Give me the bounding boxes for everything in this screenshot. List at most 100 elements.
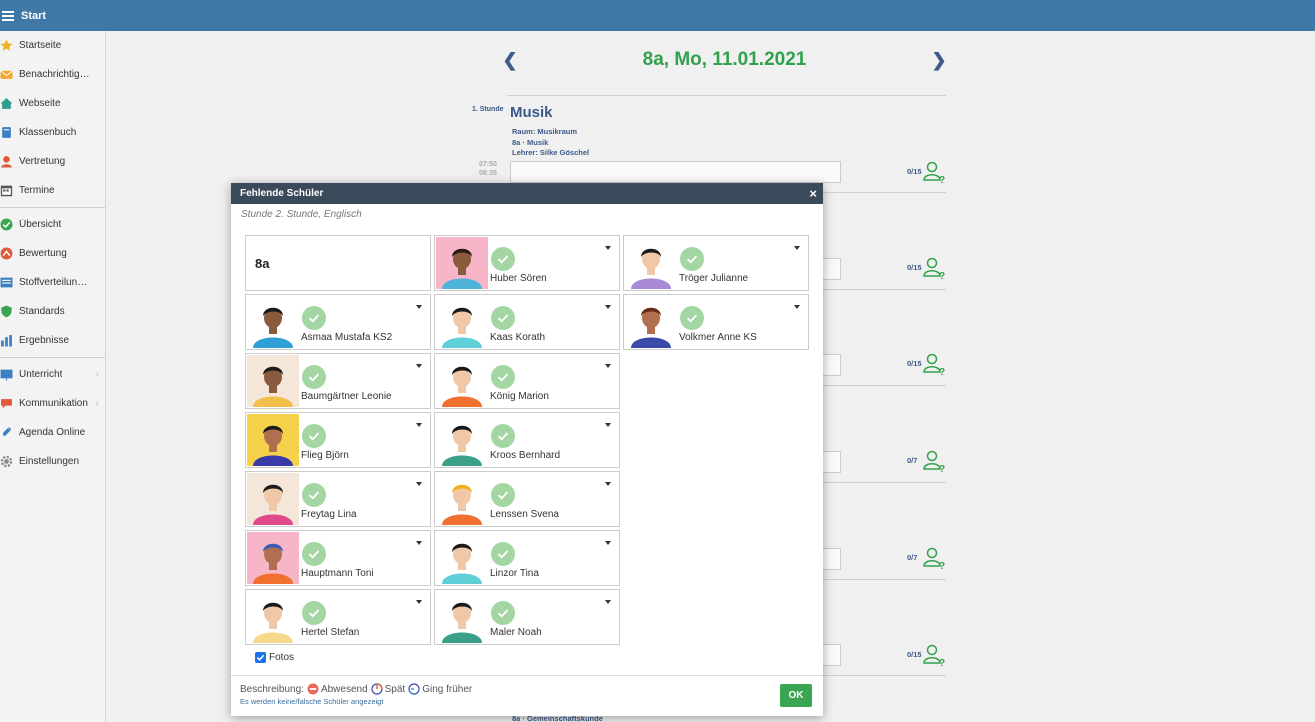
sidebar-item-termine[interactable]: Termine (0, 176, 105, 205)
lesson-title[interactable]: Musik (510, 104, 553, 121)
caret-down-icon[interactable] (416, 600, 422, 604)
caret-down-icon[interactable] (416, 364, 422, 368)
present-check-icon[interactable] (302, 306, 326, 330)
student-avatar (247, 355, 299, 407)
sidebar: Startseite Benachrichtigu... Webseite Klass… (0, 31, 106, 722)
fotos-toggle[interactable]: Fotos (255, 652, 294, 663)
attendance-count: 0/15 (907, 359, 922, 368)
sidebar-item-übersicht[interactable]: Übersicht (0, 210, 105, 239)
present-check-icon[interactable] (680, 247, 704, 271)
close-icon[interactable]: × (809, 186, 817, 201)
present-check-icon[interactable] (491, 542, 515, 566)
student-card[interactable]: Linzor Tina (434, 530, 620, 586)
student-card[interactable]: Volkmer Anne KS (623, 294, 809, 350)
legend-prefix: Beschreibung: (240, 683, 304, 695)
present-check-icon[interactable] (302, 601, 326, 625)
attendance-person-icon[interactable]: ? (922, 643, 945, 669)
caret-down-icon[interactable] (416, 305, 422, 309)
student-card[interactable]: Baumgärtner Leonie (245, 353, 431, 409)
divider (231, 675, 823, 676)
student-avatar (247, 414, 299, 466)
sidebar-item-bewertung[interactable]: Bewertung (0, 239, 105, 268)
attendance-count: 0/7 (907, 456, 918, 465)
sidebar-item-standards[interactable]: Standards (0, 297, 105, 326)
caret-down-icon[interactable] (605, 364, 611, 368)
caret-down-icon[interactable] (605, 600, 611, 604)
caret-down-icon[interactable] (605, 305, 611, 309)
star-icon (0, 39, 13, 52)
student-card[interactable]: Flieg Björn (245, 412, 431, 468)
sidebar-item-label: Übersicht (19, 219, 62, 230)
attendance-person-icon[interactable]: ? (922, 546, 945, 572)
student-card[interactable]: Maler Noah (434, 589, 620, 645)
caret-down-icon[interactable] (416, 482, 422, 486)
attendance-person-icon[interactable]: ? (922, 449, 945, 475)
student-card[interactable]: Hertel Stefan (245, 589, 431, 645)
present-check-icon[interactable] (302, 483, 326, 507)
sidebar-item-einstellungen[interactable]: Einstellungen (0, 447, 105, 476)
caret-down-icon[interactable] (605, 423, 611, 427)
student-card[interactable]: Hauptmann Toni (245, 530, 431, 586)
caret-down-icon[interactable] (416, 541, 422, 545)
student-avatar (247, 473, 299, 525)
present-check-icon[interactable] (302, 542, 326, 566)
caret-down-icon[interactable] (605, 541, 611, 545)
present-check-icon[interactable] (491, 365, 515, 389)
present-check-icon[interactable] (302, 365, 326, 389)
student-name: Kroos Bernhard (490, 450, 561, 461)
student-card[interactable]: Asmaa Mustafa KS2 (245, 294, 431, 350)
envelope-icon (0, 68, 13, 81)
sidebar-item-vertretung[interactable]: Vertretung (0, 147, 105, 176)
present-check-icon[interactable] (680, 306, 704, 330)
sidebar-item-label: Webseite (19, 98, 61, 109)
class-card: 8a (245, 235, 431, 291)
class-name: 8a (255, 256, 270, 271)
present-check-icon[interactable] (302, 424, 326, 448)
student-avatar (247, 591, 299, 643)
student-avatar (625, 296, 677, 348)
sidebar-item-agenda-online[interactable]: Agenda Online (0, 418, 105, 447)
student-card[interactable]: Tröger Julianne (623, 235, 809, 291)
caret-down-icon[interactable] (794, 246, 800, 250)
student-card[interactable]: Kroos Bernhard (434, 412, 620, 468)
caret-down-icon[interactable] (416, 423, 422, 427)
caret-down-icon[interactable] (605, 246, 611, 250)
legend-late-label: Spät (384, 683, 406, 695)
sidebar-item-unterricht[interactable]: Unterricht › (0, 360, 105, 389)
student-card[interactable]: Freytag Lina (245, 471, 431, 527)
attendance-person-icon[interactable]: ? (922, 256, 945, 282)
next-day-chevron-icon[interactable]: ❯ (931, 49, 947, 70)
attendance-person-icon[interactable]: ? (922, 352, 945, 378)
student-card[interactable]: Lenssen Svena (434, 471, 620, 527)
fotos-label: Fotos (269, 652, 295, 663)
student-card[interactable]: König Marion (434, 353, 620, 409)
prev-day-chevron-icon[interactable]: ❮ (502, 49, 518, 70)
lesson-class-subject: 8a · Musik (512, 138, 549, 147)
wrong-students-link[interactable]: Es werden keine/falsche Schüler angezeig… (240, 697, 384, 706)
present-check-icon[interactable] (491, 247, 515, 271)
sidebar-item-kommunikation[interactable]: Kommunikation › (0, 389, 105, 418)
ok-button[interactable]: OK (780, 684, 812, 707)
menu-icon[interactable] (2, 10, 14, 21)
sidebar-item-klassenbuch[interactable]: Klassenbuch (0, 118, 105, 147)
sidebar-item-startseite[interactable]: Startseite (0, 31, 105, 60)
checkbox-checked-icon[interactable] (255, 652, 266, 663)
present-check-icon[interactable] (491, 424, 515, 448)
sidebar-item-ergebnisse[interactable]: Ergebnisse (0, 326, 105, 355)
student-name: Kaas Korath (490, 332, 546, 343)
sidebar-item-label: Termine (19, 185, 55, 196)
sidebar-item-benachrichtigu[interactable]: Benachrichtigu... (0, 60, 105, 89)
present-check-icon[interactable] (491, 306, 515, 330)
sidebar-item-webseite[interactable]: Webseite (0, 89, 105, 118)
present-check-icon[interactable] (491, 483, 515, 507)
lesson-note-box[interactable] (510, 161, 841, 183)
sidebar-item-label: Startseite (19, 40, 62, 51)
student-name: Hertel Stefan (301, 627, 360, 638)
caret-down-icon[interactable] (794, 305, 800, 309)
student-card[interactable]: Huber Sören (434, 235, 620, 291)
attendance-person-icon[interactable]: ? (922, 160, 945, 186)
student-card[interactable]: Kaas Korath (434, 294, 620, 350)
sidebar-item-stoffverteilung[interactable]: Stoffverteilung... (0, 268, 105, 297)
present-check-icon[interactable] (491, 601, 515, 625)
caret-down-icon[interactable] (605, 482, 611, 486)
